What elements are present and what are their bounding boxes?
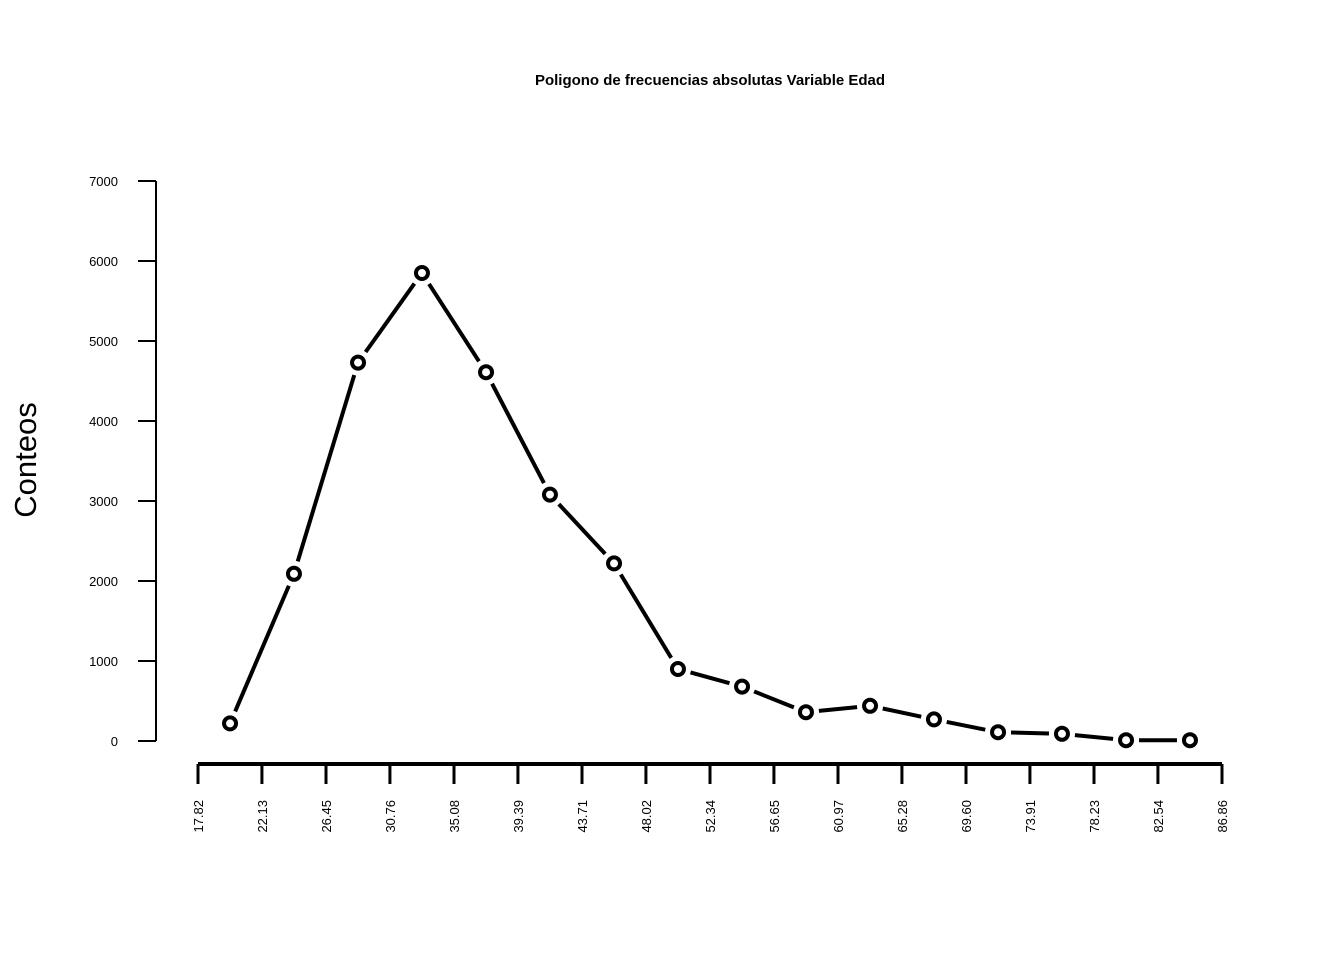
chart-title: Poligono de frecuencias absolutas Variab…: [535, 72, 885, 89]
x-tick-label: 17.82: [191, 800, 206, 833]
series-segment: [689, 670, 731, 686]
data-point: [350, 354, 367, 371]
data-point: [862, 697, 879, 714]
data-point: [1053, 725, 1070, 742]
data-point: [797, 704, 814, 721]
y-axis: 0 1000 2000 3000 4000 5000 6000 7000: [89, 174, 157, 749]
data-point: [1181, 732, 1198, 749]
y-tick-label: 2000: [89, 574, 118, 589]
x-tick-label: 69.60: [959, 800, 974, 833]
data-point: [1118, 732, 1135, 749]
data-point: [990, 724, 1007, 741]
data-point: [925, 711, 942, 728]
x-axis: 17.82 22.13 26.45 30.76 35.08 39.39 43.71 48.02…: [191, 762, 1230, 833]
data-point: [541, 486, 558, 503]
x-tick-label: 48.02: [639, 800, 654, 833]
data-point: [285, 565, 302, 582]
series-segment: [882, 706, 922, 719]
series-segment: [363, 282, 417, 354]
y-tick-label: 5000: [89, 334, 118, 349]
x-tick-label: 86.86: [1215, 800, 1230, 833]
series-segment: [427, 282, 481, 363]
data-point: [606, 555, 623, 572]
x-tick-label: 65.28: [895, 800, 910, 833]
x-tick-label: 43.71: [575, 800, 590, 833]
y-axis-label: Conteos: [8, 402, 43, 517]
series-segment: [946, 719, 986, 732]
series-segment: [557, 502, 607, 556]
x-tick-label: 82.54: [1151, 800, 1166, 833]
series-points: [222, 265, 1198, 749]
data-point: [669, 661, 686, 677]
series-segment: [490, 382, 546, 485]
data-point: [222, 715, 239, 732]
series-segment: [295, 374, 357, 562]
series-segment: [619, 573, 673, 659]
x-tick-label: 35.08: [447, 800, 462, 833]
y-tick-label: 3000: [89, 494, 118, 509]
x-tick-label: 60.97: [831, 800, 846, 833]
data-point: [734, 678, 751, 695]
series-line: [233, 282, 1177, 743]
x-tick-label: 30.76: [383, 800, 398, 833]
y-tick-label: 6000: [89, 254, 118, 269]
x-tick-label: 26.45: [319, 800, 334, 833]
series-segment: [1010, 730, 1050, 736]
x-tick-label: 56.65: [767, 800, 782, 833]
series-segment: [753, 689, 795, 710]
data-point: [478, 364, 495, 381]
y-tick-label: 4000: [89, 414, 118, 429]
x-tick-label: 39.39: [511, 800, 526, 833]
y-tick-label: 1000: [89, 654, 118, 669]
x-tick-label: 78.23: [1087, 800, 1102, 833]
series-segment: [818, 705, 858, 713]
data-point: [413, 265, 430, 281]
x-tick-label: 22.13: [255, 800, 270, 833]
series-segment: [1074, 733, 1114, 741]
x-tick-label: 73.91: [1023, 800, 1038, 833]
y-tick-label: 0: [111, 734, 118, 749]
series-segment: [233, 584, 291, 713]
y-tick-label: 7000: [89, 174, 118, 189]
x-tick-label: 52.34: [703, 800, 718, 833]
